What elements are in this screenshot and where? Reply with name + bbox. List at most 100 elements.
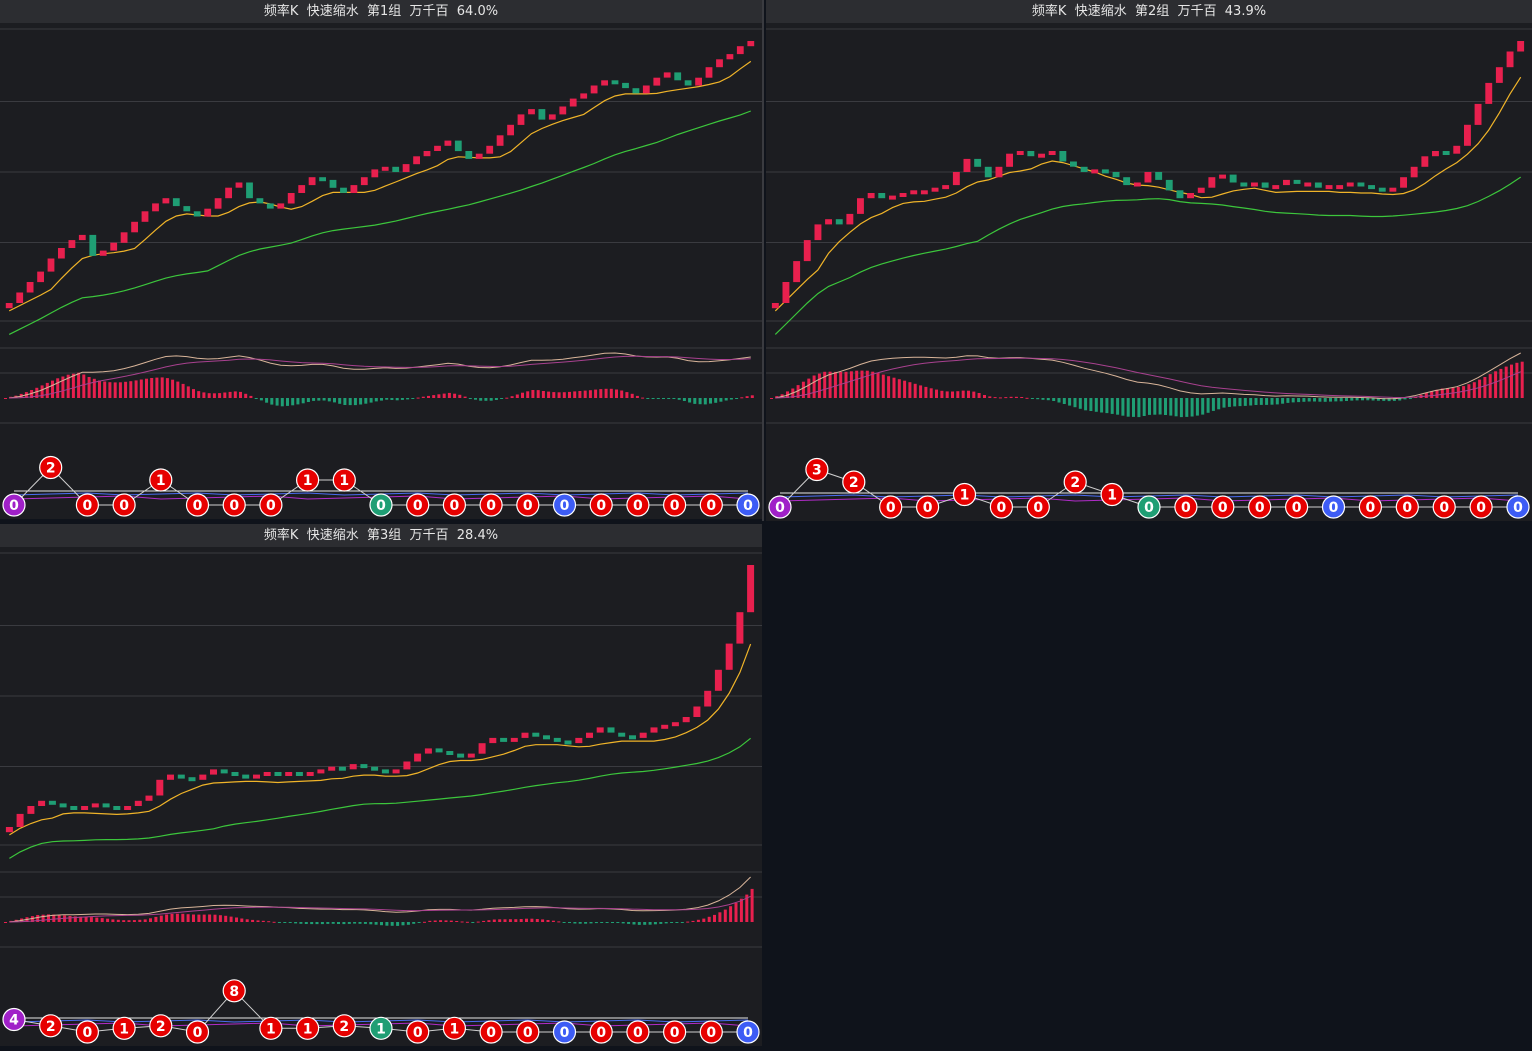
candle (1453, 145, 1461, 154)
macd-bar (239, 391, 242, 398)
macd-bar (977, 393, 981, 398)
macd-bar (1504, 366, 1508, 398)
macd-bar (283, 922, 287, 923)
macd-bar (1222, 398, 1226, 408)
macd-bar (531, 390, 535, 398)
macd-bar (100, 918, 104, 922)
candle (682, 717, 690, 723)
macd-bar (635, 395, 639, 398)
ma-long-line (9, 737, 751, 859)
macd-bar (202, 392, 206, 398)
macd-bar (672, 398, 676, 399)
candle (590, 85, 598, 94)
value-bubble (259, 1016, 283, 1040)
candle (1368, 185, 1375, 190)
macd-bar (615, 389, 618, 398)
candle (381, 166, 389, 171)
macd-bar (369, 398, 373, 403)
macd-bar (675, 922, 679, 923)
candle (528, 109, 535, 115)
candle (736, 46, 744, 55)
macd-bar (270, 398, 274, 405)
macd-bar (1243, 398, 1247, 406)
value-bubble (516, 493, 540, 517)
macd-bar (149, 918, 152, 922)
macd-bar (331, 922, 335, 924)
candle (256, 198, 264, 204)
macd-bar (1345, 398, 1348, 401)
macd-bar (1291, 398, 1295, 403)
candle (920, 190, 928, 195)
macd-bar (1142, 398, 1146, 416)
macd-bar (453, 393, 457, 398)
candle (392, 769, 400, 774)
candle (899, 193, 907, 197)
value-bubble (296, 1016, 320, 1040)
macd-bar (1462, 386, 1466, 398)
candle (47, 258, 55, 272)
candle (629, 735, 636, 740)
divider (762, 0, 764, 521)
candle (1080, 166, 1088, 172)
ma-long-line (8, 110, 752, 335)
bubble-label: 0 (1402, 500, 1412, 516)
candle (521, 732, 529, 738)
macd-bar (181, 383, 185, 398)
macd-bar (432, 395, 436, 398)
candle (1410, 166, 1418, 178)
macd-bar (801, 381, 805, 398)
candle (1389, 187, 1397, 192)
candle (478, 743, 486, 754)
candle (814, 224, 822, 241)
candle (963, 158, 971, 172)
macd-bar (229, 916, 233, 922)
candle (214, 198, 222, 209)
macd-bar (145, 378, 148, 398)
macd-bar (412, 922, 416, 924)
macd-bar (935, 389, 938, 398)
macd-bar (202, 914, 206, 922)
value-bubble (516, 1020, 540, 1044)
candle (835, 219, 843, 225)
candle (1240, 182, 1248, 187)
macd-bar (653, 922, 657, 925)
candle (172, 198, 180, 207)
macd-bar (945, 391, 949, 398)
value-bubble (842, 470, 866, 494)
macd-bar (594, 389, 598, 398)
macd-bar (406, 398, 410, 400)
macd-bar (1121, 398, 1125, 416)
macd-bar (280, 398, 284, 407)
value-bubble (112, 1016, 136, 1040)
macd-bar (1158, 398, 1162, 415)
macd-bar (686, 921, 690, 923)
value-bubble (662, 493, 687, 517)
macd-bar (259, 398, 263, 401)
macd-bar (165, 378, 169, 398)
macd-bar (510, 396, 514, 398)
candle (931, 187, 939, 192)
candle (1187, 193, 1194, 199)
candle (580, 93, 588, 99)
macd-bar (411, 398, 415, 399)
candle (846, 213, 854, 225)
macd-bar (132, 920, 136, 922)
macd-bar (423, 921, 426, 923)
candle (152, 203, 159, 212)
candle (188, 777, 196, 782)
macd-bar (1025, 397, 1029, 399)
macd-bar (723, 909, 727, 922)
macd-bar (696, 919, 700, 922)
macd-bar (494, 398, 498, 400)
macd-bar (1387, 398, 1391, 402)
macd-bar (1382, 398, 1386, 401)
macd-bar (568, 391, 571, 398)
chart-svg-3: 4 2 0 1 2 0 8 1 1 2 1 0 1 0 0 0 0 0 0 0 0 (0, 552, 762, 1044)
candle (1336, 185, 1344, 190)
macd-bar (578, 391, 582, 398)
bubble-label: 2 (1070, 475, 1080, 491)
candle (350, 185, 358, 193)
candle (242, 774, 250, 779)
macd-bar (390, 398, 394, 400)
macd-bar (557, 921, 561, 923)
